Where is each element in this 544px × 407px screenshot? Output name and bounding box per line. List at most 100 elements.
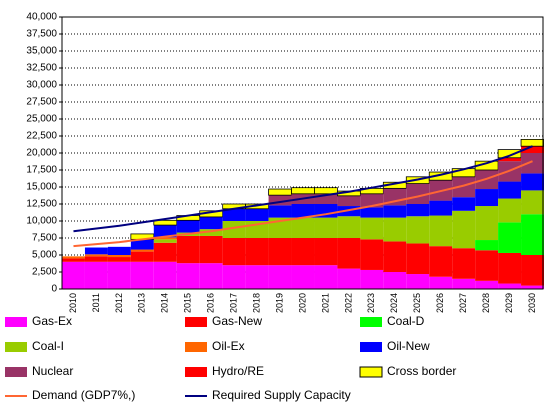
area-segment [153,239,177,243]
area-segment [222,208,246,221]
area-segment [314,265,338,289]
area-segment [498,252,522,284]
area-segment [498,157,522,162]
x-tick-label: 2016 [206,293,216,313]
x-tick-label: 2017 [229,293,239,313]
area-segment [130,251,154,262]
x-tick-label: 2024 [389,293,399,313]
x-tick-label: 2028 [481,293,491,313]
area-segment [360,207,384,218]
area-segment [406,204,430,217]
area-segment [245,238,269,266]
area-segment [176,220,200,233]
x-tick-label: 2013 [137,293,147,313]
x-tick-label: 2025 [412,293,422,313]
legend-swatch [359,366,383,378]
y-tick-label: 5,000 [32,250,57,261]
y-tick-label: 0 [51,284,57,295]
area-segment [62,256,85,259]
x-tick-label: 2018 [251,293,261,313]
area-segment [429,276,453,289]
legend-swatch [360,317,382,327]
area-segment [406,243,430,275]
y-tick-label: 25,000 [26,114,57,125]
legend-label: Nuclear [32,364,73,378]
area-segment [314,193,338,204]
x-tick-label: 2022 [343,293,353,313]
area-segment [107,261,131,289]
area-segment [521,153,544,174]
area-segment [475,250,499,281]
y-tick-label: 35,000 [26,46,57,57]
area-segment [199,235,223,264]
y-tick-label: 2,500 [32,267,57,278]
area-segment [498,222,522,253]
area-segment [521,146,544,153]
area-segment [199,216,223,230]
area-segment [291,217,315,238]
y-tick-label: 27,500 [26,97,57,108]
area-segment [222,265,246,289]
x-tick-label: 2012 [114,293,124,313]
area-segment [429,246,453,277]
area-segment [84,247,108,255]
area-segment [291,238,315,266]
legend-label: Cross border [387,364,456,378]
area-segment [291,265,315,289]
area-segment [498,283,522,289]
area-segment [452,176,476,198]
area-segment [130,261,154,289]
legend-label: Gas-New [212,314,262,328]
x-tick-label: 2021 [320,293,330,313]
legend-swatch [5,367,27,377]
legend-swatch [5,342,27,352]
area-segment [429,200,453,216]
x-tick-label: 2027 [458,293,468,313]
area-segment [337,238,361,269]
area-segment [429,215,453,247]
area-segment [475,240,499,251]
y-tick-label: 20,000 [26,148,57,159]
y-tick-label: 15,000 [26,182,57,193]
area-segment [337,195,361,207]
area-segment [222,238,246,266]
x-tick-label: 2026 [435,293,445,313]
area-segment [498,181,522,199]
area-segment [245,265,269,289]
area-segment [314,238,338,266]
legend-label: Coal-D [387,314,425,328]
area-segment [199,229,223,236]
area-segment [245,208,269,221]
area-segment [521,255,544,286]
area-segment [291,187,315,195]
area-segment [498,198,522,223]
y-tick-label: 12,500 [26,199,57,210]
area-segment [475,280,499,289]
plot-border [61,16,544,290]
legend-swatch [185,342,207,352]
y-tick-label: 17,500 [26,165,57,176]
area-segment [383,217,407,242]
x-tick-label: 2020 [297,293,307,313]
area-segment [62,261,85,289]
area-segment [84,256,108,262]
area-segment [406,216,430,244]
area-segment [475,206,499,241]
area-segment [130,239,154,250]
area-segment [475,189,499,207]
area-segment [153,225,177,238]
y-tick-label: 32,500 [26,63,57,74]
area-segment [314,217,338,238]
legend-label: Coal-I [32,339,64,353]
x-tick-label: 2014 [160,293,170,313]
x-tick-label: 2023 [366,293,376,313]
legend-swatch [185,317,207,327]
area-segment [107,246,131,255]
area-segment [268,238,292,266]
area-segment [521,190,544,215]
area-segment [337,206,361,217]
area-segment [383,272,407,289]
legend-swatch [185,367,207,377]
y-tick-label: 7,500 [32,233,57,244]
